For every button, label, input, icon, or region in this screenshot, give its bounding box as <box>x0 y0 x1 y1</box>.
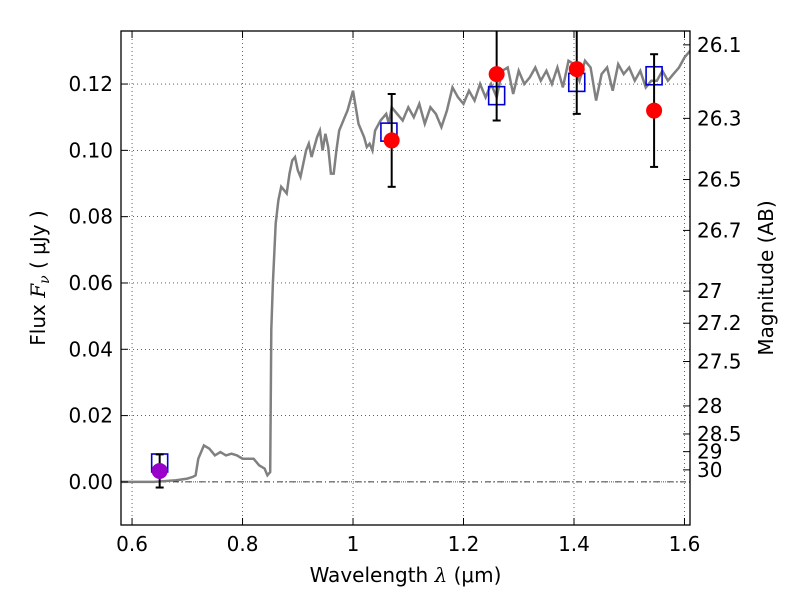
y-axis-label-unit: ( μJy ) <box>26 210 50 275</box>
observed-flux-point <box>488 66 505 83</box>
x-tick-label: 1 <box>347 532 360 556</box>
y-tick-label: 0.04 <box>68 337 113 361</box>
observed-flux-point <box>568 61 585 78</box>
magnitude-tick-label: 30 <box>697 458 722 482</box>
y-tick-label: 0.00 <box>68 470 113 494</box>
x-tick-label: 1.4 <box>558 532 590 556</box>
magnitude-tick-label: 28.5 <box>697 422 742 446</box>
magnitude-tick-label: 26.5 <box>697 168 742 192</box>
x-tick-label: 0.8 <box>227 532 259 556</box>
x-axis-label: Wavelength λ (μm) <box>310 563 502 587</box>
magnitude-tick-label: 27.5 <box>697 350 742 374</box>
y-axis-label-subscript: ν <box>37 275 53 284</box>
x-tick-label: 1.6 <box>669 532 701 556</box>
y-tick-label: 0.12 <box>68 72 113 96</box>
y-tick-label: 0.08 <box>68 205 113 229</box>
y-axis-label: Flux Fν ( μJy ) <box>26 210 53 345</box>
x-axis-label-prefix: Wavelength <box>310 563 435 587</box>
y-axis-label-symbol: F <box>26 283 50 299</box>
magnitude-tick-label: 26.3 <box>697 106 742 130</box>
y-tick-label: 0.06 <box>68 271 113 295</box>
grid <box>121 31 690 525</box>
x-axis-label-unit: (μm) <box>447 563 501 587</box>
magnitude-tick-label: 29 <box>697 440 722 464</box>
magnitude-tick-label: 27.2 <box>697 311 742 335</box>
magnitude-tick-label: 26.7 <box>697 218 742 242</box>
y-axis-label-prefix: Flux <box>26 298 50 346</box>
x-tick-label: 1.2 <box>448 532 480 556</box>
axes-frame <box>120 30 691 526</box>
observed-flux-point <box>646 102 663 119</box>
non-detection-point <box>151 462 168 479</box>
magnitude-tick-label: 26.1 <box>697 33 742 57</box>
sed-model-line <box>121 50 690 484</box>
magnitude-tick-label: 27 <box>697 279 722 303</box>
magnitude-tick-label: 28 <box>697 394 722 418</box>
ticks: 0.6 0.8 1 1.2 1.4 1.6 0.00 0.02 0.04 0.06 0.08 0.10… <box>68 31 742 556</box>
y-tick-label: 0.10 <box>68 138 113 162</box>
x-axis-label-symbol: λ <box>434 563 448 587</box>
right-axis-label: Magnitude (AB) <box>754 200 778 355</box>
plot-area <box>121 31 690 489</box>
y-tick-label: 0.02 <box>68 404 113 428</box>
x-tick-label: 0.6 <box>116 532 148 556</box>
observed-flux-point <box>383 132 400 149</box>
